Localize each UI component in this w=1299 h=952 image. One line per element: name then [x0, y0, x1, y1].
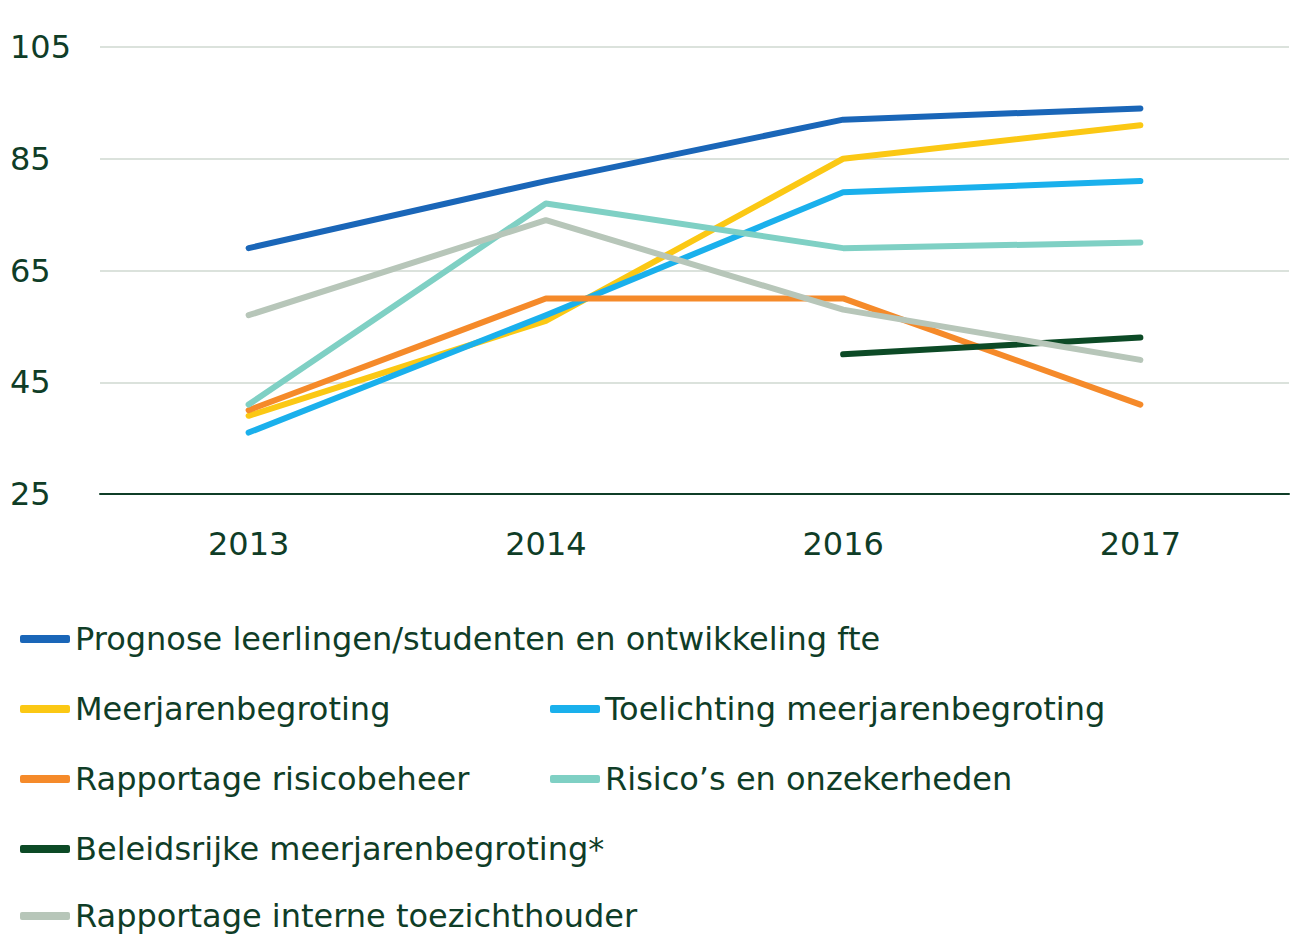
svg-text:45: 45 [10, 363, 51, 401]
svg-text:2014: 2014 [505, 525, 586, 563]
svg-text:Risico’s en onzekerheden: Risico’s en onzekerheden [605, 760, 1012, 798]
svg-text:Prognose leerlingen/studenten: Prognose leerlingen/studenten en ontwikk… [75, 620, 880, 658]
svg-text:Meerjarenbegroting: Meerjarenbegroting [75, 690, 390, 728]
svg-text:65: 65 [10, 252, 51, 290]
svg-text:105: 105 [10, 28, 71, 66]
svg-text:85: 85 [10, 140, 51, 178]
svg-text:Rapportage risicobeheer: Rapportage risicobeheer [75, 760, 470, 798]
svg-text:2013: 2013 [208, 525, 289, 563]
svg-text:Beleidsrijke meerjarenbegrotin: Beleidsrijke meerjarenbegroting* [75, 830, 604, 868]
svg-text:Toelichting meerjarenbegroting: Toelichting meerjarenbegroting [604, 690, 1105, 728]
svg-text:2016: 2016 [802, 525, 883, 563]
svg-text:2017: 2017 [1100, 525, 1181, 563]
svg-text:Rapportage interne toezichthou: Rapportage interne toezichthouder [75, 897, 638, 935]
svg-text:25: 25 [10, 475, 51, 513]
